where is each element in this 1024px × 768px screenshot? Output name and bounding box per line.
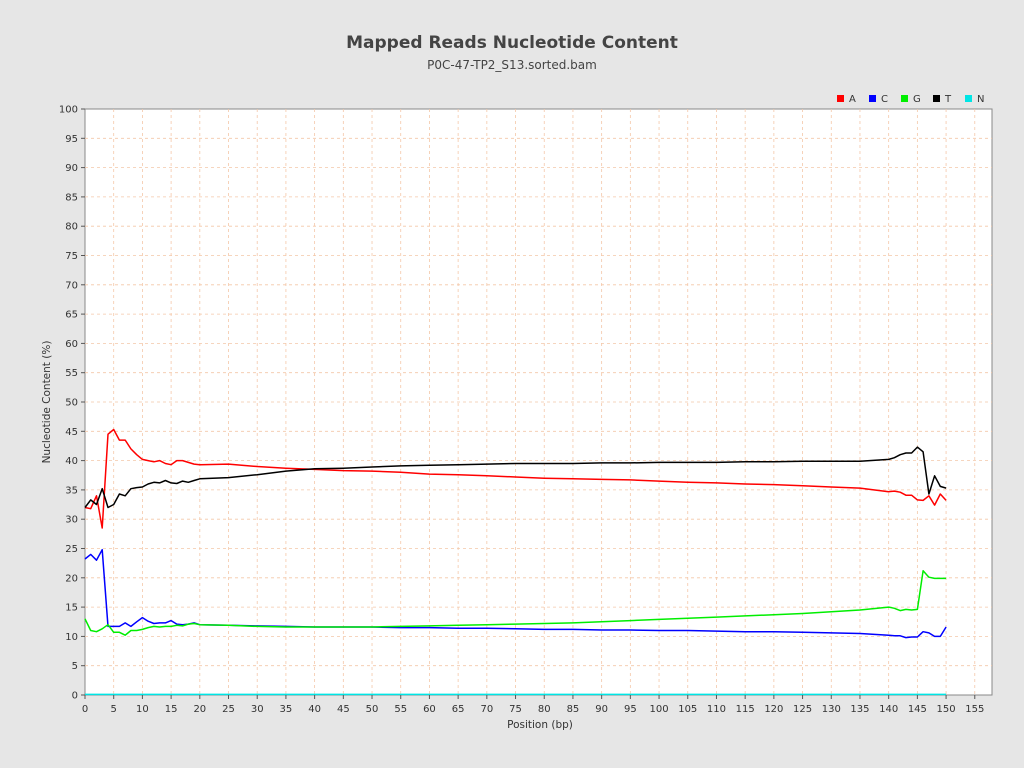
series-line-C [84, 548, 947, 639]
legend-label-C: C [881, 94, 888, 105]
x-tick-label: 155 [965, 704, 984, 715]
x-tick-label: 60 [423, 704, 436, 715]
x-tick-label: 85 [567, 704, 580, 715]
y-axis-label: Nucleotide Content (%) [41, 341, 53, 464]
x-tick-label: 45 [337, 704, 350, 715]
legend-swatch-G [901, 95, 908, 102]
y-tick-label: 40 [65, 456, 78, 467]
x-axis-label: Position (bp) [507, 719, 573, 731]
y-tick-label: 80 [65, 222, 78, 233]
x-tick-label: 105 [678, 704, 697, 715]
legend-swatch-T [933, 95, 940, 102]
legend-label-A: A [849, 94, 856, 105]
y-tick-label: 35 [65, 485, 78, 496]
y-tick-label: 25 [65, 544, 78, 555]
chart-subtitle: P0C-47-TP2_S13.sorted.bam [427, 58, 597, 72]
x-tick-label: 50 [366, 704, 379, 715]
series-lines [84, 428, 947, 696]
y-tick-label: 5 [72, 661, 78, 672]
x-tick-label: 90 [595, 704, 608, 715]
x-tick-label: 125 [793, 704, 812, 715]
x-tick-label: 110 [707, 704, 726, 715]
x-tick-label: 55 [394, 704, 407, 715]
x-tick-label: 95 [624, 704, 637, 715]
y-tick-label: 15 [65, 603, 78, 614]
y-tick-label: 0 [72, 691, 78, 702]
x-tick-label: 40 [308, 704, 321, 715]
y-tick-label: 55 [65, 368, 78, 379]
x-tick-label: 115 [736, 704, 755, 715]
series-line-A [84, 428, 947, 529]
legend-swatch-C [869, 95, 876, 102]
x-tick-label: 70 [480, 704, 493, 715]
x-tick-label: 145 [908, 704, 927, 715]
y-tick-label: 30 [65, 515, 78, 526]
y-tick-label: 90 [65, 163, 78, 174]
y-tick-label: 60 [65, 339, 78, 350]
y-tick-label: 100 [59, 105, 78, 116]
y-tick-label: 45 [65, 427, 78, 438]
y-tick-label: 95 [65, 134, 78, 145]
x-tick-label: 10 [136, 704, 149, 715]
y-tick-label: 85 [65, 192, 78, 203]
y-tick-label: 20 [65, 573, 78, 584]
x-tick-label: 20 [193, 704, 206, 715]
x-tick-label: 130 [822, 704, 841, 715]
x-tick-label: 75 [509, 704, 522, 715]
x-tick-label: 140 [879, 704, 898, 715]
legend-label-G: G [913, 94, 921, 105]
y-tick-label: 70 [65, 280, 78, 291]
grid-lines [85, 109, 992, 695]
chart-title: Mapped Reads Nucleotide Content [346, 33, 678, 53]
x-tick-label: 30 [251, 704, 264, 715]
legend-label-N: N [977, 94, 984, 105]
x-tick-label: 120 [764, 704, 783, 715]
legend-swatch-N [965, 95, 972, 102]
x-tick-label: 65 [452, 704, 465, 715]
x-tick-label: 0 [82, 704, 88, 715]
x-tick-label: 35 [280, 704, 293, 715]
y-tick-label: 75 [65, 251, 78, 262]
x-tick-label: 150 [937, 704, 956, 715]
x-tick-label: 135 [850, 704, 869, 715]
y-tick-label: 50 [65, 398, 78, 409]
x-tick-label: 5 [111, 704, 117, 715]
x-tick-label: 15 [165, 704, 178, 715]
series-line-G [84, 570, 947, 636]
legend-swatch-A [837, 95, 844, 102]
series-line-T [84, 446, 947, 509]
legend-label-T: T [944, 94, 952, 105]
x-tick-label: 25 [222, 704, 235, 715]
x-tick-label: 80 [538, 704, 551, 715]
x-tick-label: 100 [650, 704, 669, 715]
axes: 0 5 10 15 20 25 30 35 40 45 50 55 60 65 70 75 80 85 90 95 10… [59, 105, 984, 716]
y-tick-label: 10 [65, 632, 78, 643]
y-tick-label: 65 [65, 310, 78, 321]
